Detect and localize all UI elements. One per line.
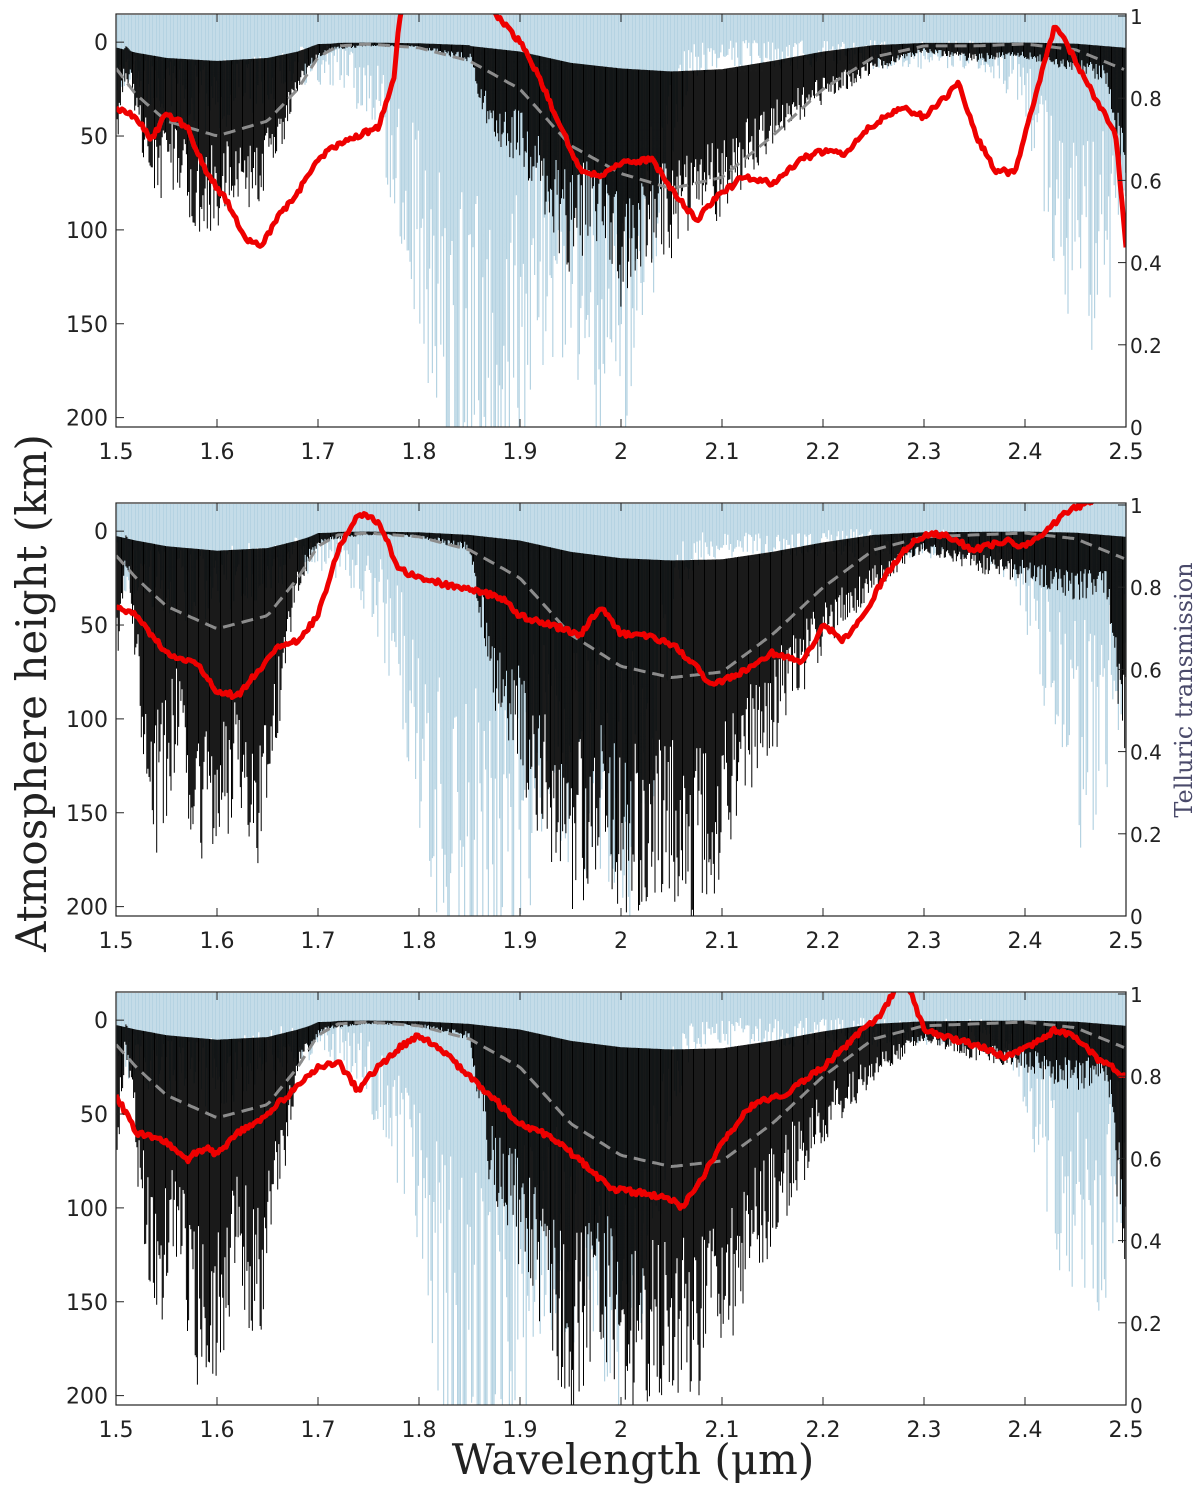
plot-area-1 <box>116 14 1126 427</box>
y-axis-title: Atmosphere height (km) <box>7 434 56 953</box>
x-tick-label: 1.6 <box>200 1418 235 1443</box>
x-tick-label: 2 <box>614 929 628 954</box>
mean-series <box>116 531 1125 680</box>
x-tick-label: 2 <box>614 440 628 465</box>
x-tick-label: 2.3 <box>907 1418 942 1443</box>
x-axis-title: Wavelength (μm) <box>452 1435 815 1484</box>
x-tick-label: 2.5 <box>1109 929 1144 954</box>
x-tick-label: 2.4 <box>1008 1418 1043 1443</box>
right-tick-label: 0.2 <box>1130 334 1162 358</box>
x-tick-label: 1.6 <box>200 440 235 465</box>
right-tick-label: 0.2 <box>1130 823 1162 847</box>
y-tick-label: 50 <box>80 1103 108 1128</box>
right-tick-label: 0 <box>1130 416 1143 440</box>
absorption-series <box>116 1020 1126 1405</box>
y-tick-label: 0 <box>94 31 108 56</box>
right-tick-label: 0.2 <box>1130 1312 1162 1336</box>
absorption-series <box>116 42 1126 307</box>
x-tick-label: 1.9 <box>503 929 538 954</box>
y-tick-label: 50 <box>80 614 108 639</box>
right-tick-label: 1 <box>1130 5 1143 29</box>
right-tick-label: 1 <box>1130 983 1143 1007</box>
right-tick-label: 0.8 <box>1130 576 1162 600</box>
panel-3: 1.5 1.6 1.7 1.8 1.9 2 2.1 2.2 2.3 2.4 2.5050100150… <box>66 983 1162 1443</box>
x-tick-label: 1.8 <box>402 1418 437 1443</box>
right-tick-label: 0.4 <box>1130 1230 1162 1254</box>
right-tick-label: 0.8 <box>1130 1065 1162 1089</box>
y-tick-label: 200 <box>66 1385 108 1410</box>
y-tick-label: 200 <box>66 407 108 432</box>
panels-layer: 1.5 1.6 1.7 1.8 1.9 2 2.1 2.2 2.3 2.4 2.5050100150… <box>66 5 1162 1443</box>
y-tick-label: 100 <box>66 219 108 244</box>
x-tick-label: 2.1 <box>705 1418 740 1443</box>
x-tick-label: 2.2 <box>806 440 841 465</box>
x-tick-label: 1.7 <box>301 929 336 954</box>
x-tick-label: 1.5 <box>99 440 134 465</box>
plot-area-3 <box>116 992 1126 1405</box>
x-tick-label: 1.8 <box>402 929 437 954</box>
x-tick-label: 1.6 <box>200 929 235 954</box>
right-tick-label: 0.6 <box>1130 658 1162 682</box>
x-tick-label: 1.9 <box>503 1418 538 1443</box>
x-tick-label: 2.1 <box>705 929 740 954</box>
profile-series <box>116 14 1126 249</box>
panel-1: 1.5 1.6 1.7 1.8 1.9 2 2.1 2.2 2.3 2.4 2.5050100150… <box>66 5 1162 465</box>
x-tick-label: 2 <box>614 1418 628 1443</box>
x-tick-label: 1.5 <box>99 1418 134 1443</box>
right-axis-title: Telluric transmission <box>1170 562 1198 817</box>
x-tick-label: 2.2 <box>806 929 841 954</box>
mean-series <box>116 1020 1125 1169</box>
right-tick-label: 0.4 <box>1130 252 1162 276</box>
right-tick-label: 0 <box>1130 905 1143 929</box>
mean-series <box>116 42 1125 190</box>
y-tick-label: 50 <box>80 125 108 150</box>
x-tick-label: 2.4 <box>1008 929 1043 954</box>
y-tick-label: 0 <box>94 520 108 545</box>
x-tick-label: 1.9 <box>503 440 538 465</box>
y-tick-label: 150 <box>66 1291 108 1316</box>
x-tick-label: 1.7 <box>301 440 336 465</box>
right-tick-label: 1 <box>1130 494 1143 518</box>
x-tick-label: 1.8 <box>402 440 437 465</box>
x-tick-label: 2.2 <box>806 1418 841 1443</box>
right-tick-label: 0.4 <box>1130 741 1162 765</box>
right-tick-label: 0.6 <box>1130 169 1162 193</box>
panel-2: 1.5 1.6 1.7 1.8 1.9 2 2.1 2.2 2.3 2.4 2.5050100150… <box>66 494 1162 954</box>
x-tick-label: 2.4 <box>1008 440 1043 465</box>
y-tick-label: 150 <box>66 802 108 827</box>
x-tick-label: 2.3 <box>907 440 942 465</box>
x-tick-label: 1.5 <box>99 929 134 954</box>
plot-area-2 <box>116 503 1126 916</box>
right-tick-label: 0.8 <box>1130 87 1162 111</box>
x-tick-label: 2.1 <box>705 440 740 465</box>
right-tick-label: 0.6 <box>1130 1147 1162 1171</box>
profile-series <box>116 992 1126 1211</box>
y-tick-label: 0 <box>94 1009 108 1034</box>
y-tick-label: 100 <box>66 1197 108 1222</box>
y-tick-label: 100 <box>66 708 108 733</box>
x-tick-label: 2.5 <box>1109 1418 1144 1443</box>
profile-series <box>116 503 1095 700</box>
x-tick-label: 2.5 <box>1109 440 1144 465</box>
y-tick-label: 200 <box>66 896 108 921</box>
absorption-series <box>116 531 1126 916</box>
x-tick-label: 2.3 <box>907 929 942 954</box>
x-tick-label: 1.7 <box>301 1418 336 1443</box>
y-tick-label: 150 <box>66 313 108 338</box>
right-tick-label: 0 <box>1130 1394 1143 1418</box>
